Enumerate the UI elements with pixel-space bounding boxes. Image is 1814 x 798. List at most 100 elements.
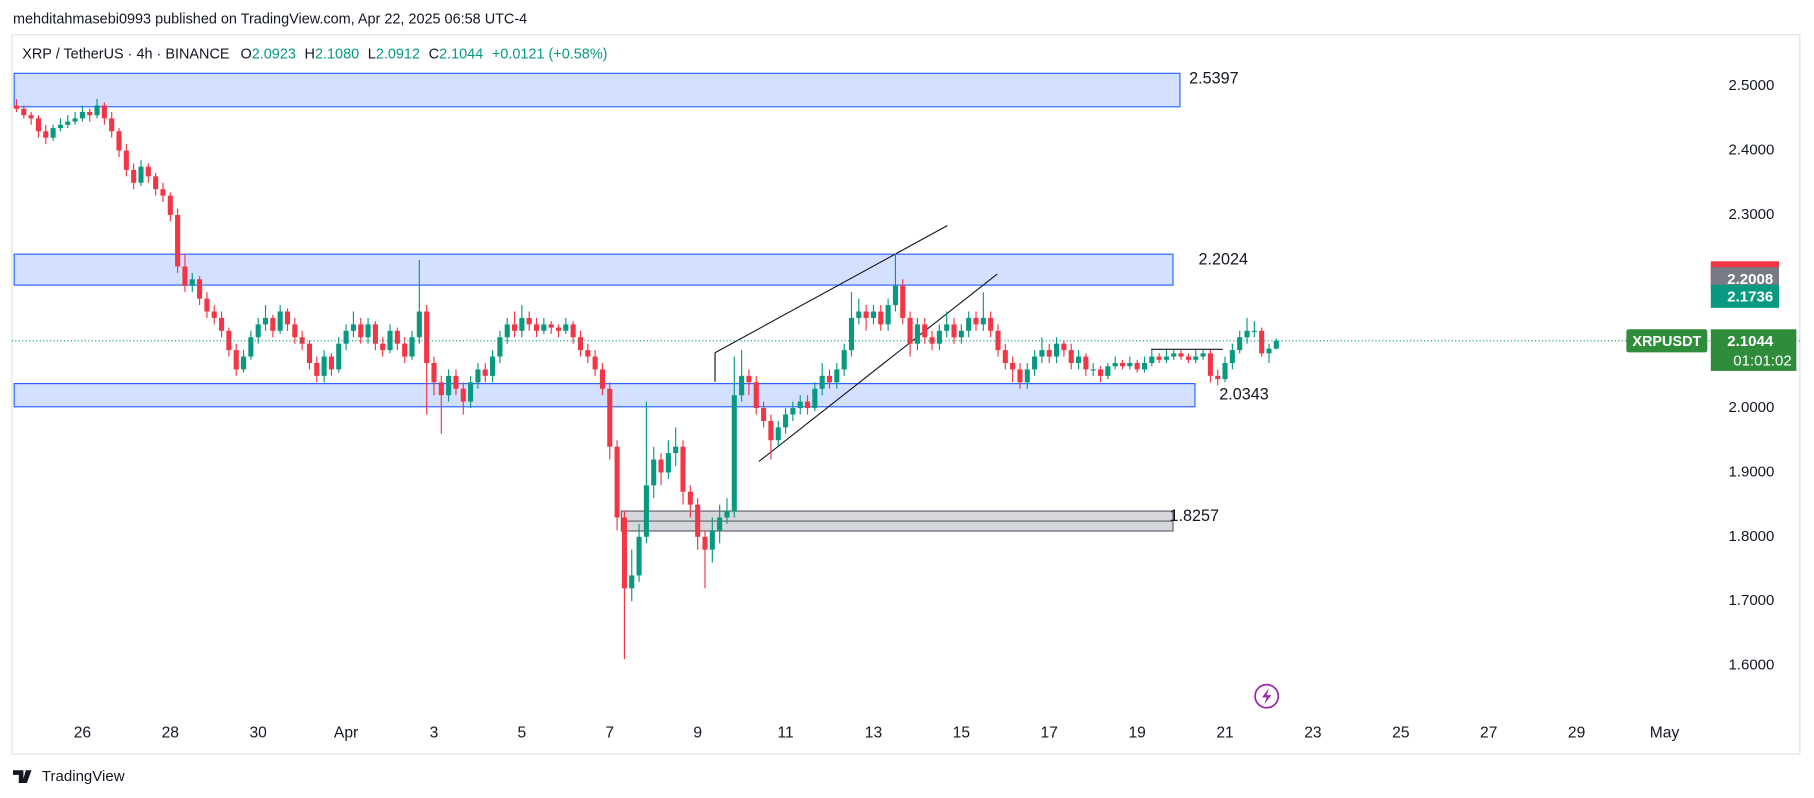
candle-body	[350, 324, 356, 331]
zone-label: 1.8257	[1170, 507, 1220, 525]
candle-body	[900, 285, 906, 318]
candle-body	[438, 382, 444, 396]
legend-o: O	[240, 46, 251, 62]
candle-body	[28, 115, 34, 119]
candle-body	[665, 453, 671, 473]
candle-body	[1061, 343, 1067, 351]
candle-body	[783, 414, 789, 428]
candle-body	[614, 446, 620, 518]
candle-body	[1141, 362, 1148, 370]
candle-body	[804, 401, 811, 409]
x-tick-label: 15	[953, 724, 971, 741]
x-tick-label: 17	[1041, 724, 1058, 741]
candle-body	[219, 317, 225, 331]
legend-open: 2.0923	[252, 46, 296, 62]
candle-body	[768, 420, 774, 441]
y-tick-label: 1.6000	[1728, 657, 1774, 674]
candle-body	[358, 324, 364, 338]
candle-body	[570, 324, 576, 338]
candle-body	[739, 375, 745, 396]
candle-body	[1244, 330, 1250, 338]
candle-body	[94, 105, 100, 116]
candle-body	[343, 330, 349, 344]
candle-body	[182, 266, 188, 286]
candle-body	[321, 356, 327, 376]
price-badge-label: 2.1736	[1727, 288, 1773, 305]
candle-body	[1200, 353, 1206, 357]
price-badge	[1710, 284, 1780, 308]
x-tick-label: 30	[250, 724, 268, 741]
candle-body	[460, 388, 466, 402]
x-tick-label: 28	[162, 724, 179, 741]
candle-body	[966, 317, 972, 331]
candle-body	[980, 317, 986, 325]
candle-body	[131, 169, 137, 183]
candle-body	[973, 317, 979, 325]
candle-body	[936, 330, 942, 344]
x-tick-label: 29	[1568, 724, 1585, 741]
candle-body	[731, 395, 737, 512]
candle-body	[1032, 356, 1038, 370]
zone	[13, 72, 1181, 108]
candle-body	[1010, 362, 1016, 370]
candle-body	[72, 118, 78, 122]
candle-body	[262, 317, 269, 325]
candle-body	[226, 330, 232, 351]
candle-body	[1273, 340, 1279, 349]
x-tick-label: 26	[74, 724, 91, 741]
candle-body	[673, 446, 679, 454]
candle-body	[687, 491, 693, 505]
candle-body	[409, 337, 415, 357]
x-tick-label: 11	[777, 724, 793, 741]
candle-body	[790, 408, 796, 415]
symbol-badge	[1626, 329, 1708, 353]
candle-body	[284, 311, 291, 325]
price-badge-label: 2.2008	[1727, 271, 1773, 288]
candle-body	[167, 195, 173, 215]
candle-body	[233, 350, 239, 370]
brand-name: TradingView	[42, 768, 125, 785]
y-tick-label: 1.9000	[1728, 463, 1774, 480]
candle-body	[248, 337, 254, 357]
brand-logo	[13, 770, 32, 783]
candle-body	[1090, 369, 1096, 371]
candle-body	[1215, 375, 1221, 380]
candle-body	[336, 343, 342, 370]
candle-body	[526, 317, 532, 325]
candle-body	[658, 459, 664, 473]
candle-body	[497, 337, 503, 357]
candle-body	[424, 311, 430, 363]
candle-body	[1054, 343, 1060, 357]
y-tick-label: 1.8000	[1728, 528, 1774, 545]
x-tick-label: 25	[1392, 724, 1410, 741]
candle-body	[299, 337, 305, 344]
candle-body	[1222, 362, 1228, 380]
candle-body	[856, 311, 862, 318]
candle-body	[79, 111, 85, 119]
y-tick-label: 2.0000	[1728, 399, 1774, 416]
candle-body	[577, 337, 584, 351]
legend-symbol: XRP / TetherUS · 4h · BINANCE	[22, 46, 230, 62]
candle-body	[863, 311, 869, 318]
candle-body	[475, 369, 481, 383]
y-tick-label: 2.3000	[1728, 206, 1774, 223]
candle-body	[892, 285, 898, 306]
candle-body	[240, 356, 247, 370]
zone	[13, 253, 1174, 286]
candle-body	[512, 324, 518, 331]
candle-body	[13, 105, 20, 109]
x-tick-label: 5	[518, 724, 527, 741]
candle-body	[365, 324, 371, 338]
last-price-badge	[1710, 329, 1797, 371]
countdown-label: 01:01:02	[1733, 353, 1791, 370]
candle-body	[1083, 356, 1089, 370]
candle-body	[328, 356, 334, 370]
candle-body	[1046, 350, 1052, 357]
candle-body	[453, 375, 459, 389]
zone-label: 2.5397	[1189, 69, 1239, 87]
candle-body	[372, 324, 378, 344]
candle-body	[277, 311, 283, 331]
replay-icon[interactable]	[1254, 683, 1280, 709]
candle-body	[1127, 362, 1133, 367]
